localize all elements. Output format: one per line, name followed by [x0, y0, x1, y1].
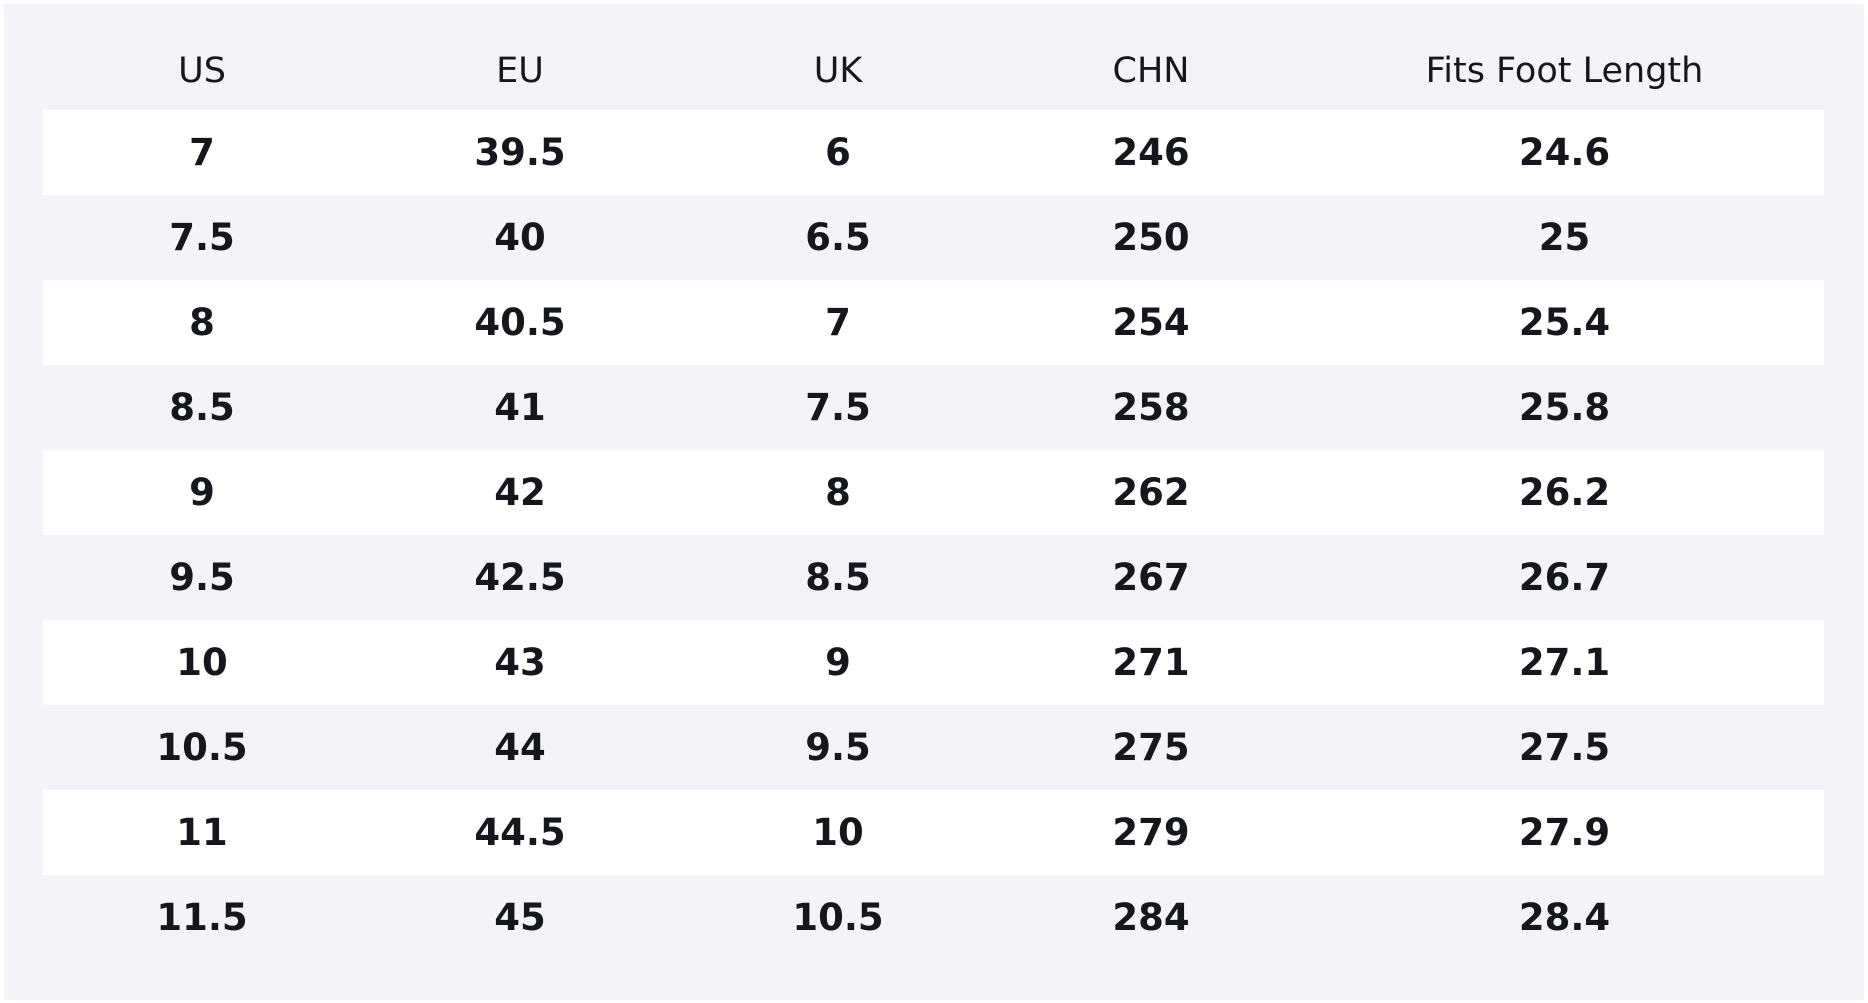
table-cell: 40.5 [474, 301, 566, 344]
table-cell: 44 [494, 726, 546, 769]
table-cell: 258 [1112, 386, 1190, 429]
table-cell: 10 [812, 811, 864, 854]
table-cell: 6 [825, 131, 851, 174]
table-cell: 27.9 [1518, 811, 1611, 854]
column-header: CHN [1112, 51, 1190, 91]
column-header: Fits Foot Length [1425, 51, 1704, 91]
column-header: US [178, 51, 226, 91]
table-cell: 28.4 [1518, 896, 1611, 939]
table-cell: 246 [1112, 131, 1190, 174]
table-cell: 40 [494, 216, 546, 259]
table-cell: 26.2 [1518, 471, 1611, 514]
table-cell: 250 [1112, 216, 1190, 259]
table-cell: 254 [1112, 301, 1190, 344]
table-cell: 25.8 [1518, 386, 1611, 429]
table-cell: 11 [176, 811, 228, 854]
row-stripe [43, 450, 1824, 535]
table-cell: 6.5 [805, 216, 871, 259]
table-cell: 24.6 [1518, 131, 1611, 174]
table-cell: 26.7 [1518, 556, 1611, 599]
table-cell: 9.5 [169, 556, 235, 599]
table-cell: 44.5 [474, 811, 566, 854]
table-cell: 9.5 [805, 726, 871, 769]
table-cell: 275 [1112, 726, 1190, 769]
table-cell: 11.5 [156, 896, 248, 939]
table-cell: 271 [1112, 641, 1190, 684]
table-cell: 27.5 [1518, 726, 1611, 769]
table-cell: 284 [1112, 896, 1190, 939]
table-cell: 10.5 [792, 896, 884, 939]
table-cell: 45 [494, 896, 546, 939]
table-cell: 8.5 [805, 556, 871, 599]
table-cell: 267 [1112, 556, 1190, 599]
table-cell: 42.5 [474, 556, 566, 599]
table-cell: 10.5 [156, 726, 248, 769]
table-cell: 9 [825, 641, 851, 684]
table-cell: 10 [176, 641, 228, 684]
row-stripe [43, 280, 1824, 365]
row-stripe [43, 790, 1824, 875]
row-stripe [43, 110, 1824, 195]
table-cell: 7.5 [805, 386, 871, 429]
row-stripe [43, 620, 1824, 705]
table-cell: 262 [1112, 471, 1190, 514]
table-cell: 8 [189, 301, 215, 344]
table-cell: 7.5 [169, 216, 235, 259]
table-cell: 41 [494, 386, 546, 429]
table-cell: 8 [825, 471, 851, 514]
table-cell: 25.4 [1518, 301, 1611, 344]
column-header: EU [496, 51, 544, 91]
table-cell: 7 [825, 301, 851, 344]
table-cell: 43 [494, 641, 546, 684]
table-cell: 39.5 [474, 131, 566, 174]
table-cell: 279 [1112, 811, 1190, 854]
size-chart: US EU UK CHN Fits Foot Length 7 39.5 6 246 24.6 7.… [4, 4, 1864, 1000]
table-cell: 27.1 [1518, 641, 1611, 684]
table-cell: 7 [189, 131, 215, 174]
table-cell: 8.5 [169, 386, 235, 429]
column-header: UK [813, 51, 863, 91]
table-cell: 25 [1538, 216, 1591, 259]
table-cell: 42 [494, 471, 546, 514]
table-cell: 9 [189, 471, 215, 514]
